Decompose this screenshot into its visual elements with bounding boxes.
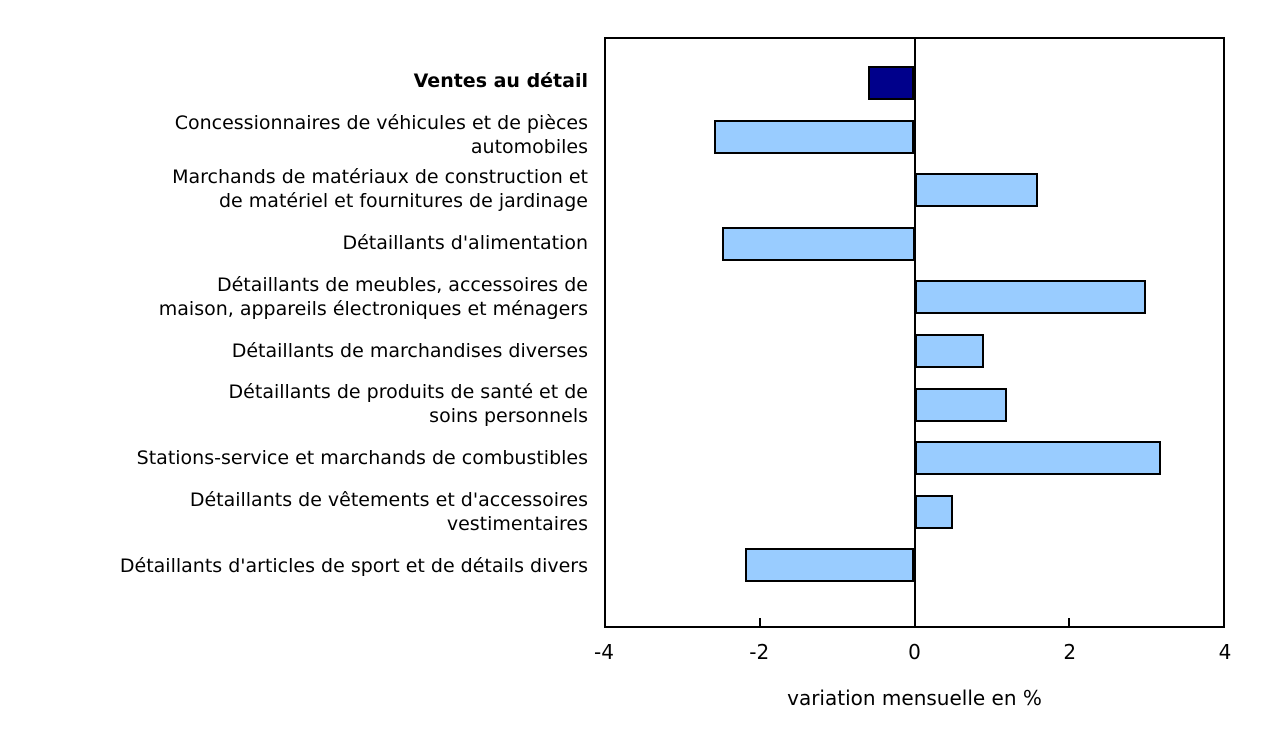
zero-baseline — [913, 39, 916, 626]
category-label: Concessionnaires de véhicules et de pièc… — [174, 112, 588, 159]
bar-1 — [713, 119, 915, 154]
x-axis-tick-mark — [1067, 618, 1070, 626]
category-label: Détaillants de marchandises diverses — [231, 339, 588, 362]
plot-area — [604, 37, 1225, 628]
x-axis-tick-label: 4 — [1218, 640, 1232, 664]
x-axis-tick-labels: -4 -2 0 2 4 — [594, 638, 1231, 666]
category-label: Détaillants d'alimentation — [342, 231, 588, 254]
x-axis-tick-mark — [759, 618, 762, 626]
category-label: Marchands de matériaux de construction e… — [172, 165, 588, 212]
x-axis-tick-label: -4 — [594, 640, 614, 664]
bar-0 — [868, 66, 915, 101]
category-label: Détaillants de vêtements et d'accessoire… — [189, 489, 588, 536]
x-axis-title: variation mensuelle en % — [787, 686, 1042, 710]
bar-6 — [914, 387, 1008, 422]
category-label: Stations-service et marchands de combust… — [136, 447, 588, 470]
bar-7 — [914, 441, 1162, 476]
bar-9 — [744, 548, 915, 583]
category-label: Ventes au détail — [413, 70, 588, 93]
bar-3 — [721, 226, 915, 261]
category-label: Détaillants de produits de santé et de s… — [228, 381, 588, 428]
x-axis-tick-label: 0 — [908, 640, 921, 664]
x-axis-tick-label: -2 — [749, 640, 770, 664]
x-axis-tick-label: 2 — [1063, 640, 1077, 664]
bar-5 — [914, 333, 984, 368]
bar-8 — [914, 494, 954, 529]
category-label: Détaillants d'articles de sport et de dé… — [119, 555, 588, 578]
category-labels: Ventes au détail Concessionnaires de véhi… — [8, 37, 588, 627]
category-label: Détaillants de meubles, accessoires de m… — [158, 273, 588, 320]
bar-2 — [914, 173, 1038, 208]
bar-4 — [914, 280, 1146, 315]
